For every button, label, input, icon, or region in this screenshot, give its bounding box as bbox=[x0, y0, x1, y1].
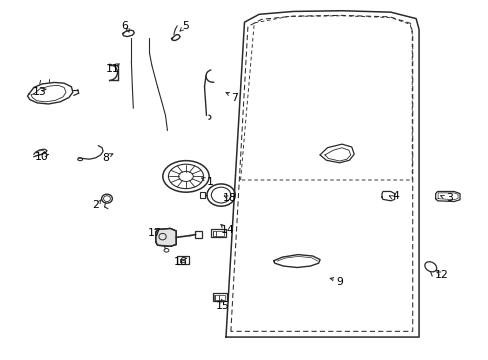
Text: 15: 15 bbox=[215, 301, 229, 311]
Text: 13: 13 bbox=[33, 87, 46, 97]
Text: 12: 12 bbox=[434, 270, 448, 280]
Text: 17: 17 bbox=[147, 228, 161, 238]
Bar bbox=[180, 259, 184, 262]
Text: 18: 18 bbox=[223, 193, 236, 203]
Bar bbox=[194, 231, 202, 238]
Text: 6: 6 bbox=[122, 21, 128, 31]
Text: 1: 1 bbox=[206, 177, 213, 187]
Text: 11: 11 bbox=[106, 64, 120, 74]
Text: 2: 2 bbox=[92, 200, 99, 210]
Text: 14: 14 bbox=[220, 225, 234, 235]
Text: 10: 10 bbox=[35, 152, 49, 162]
Text: 8: 8 bbox=[102, 153, 109, 163]
Bar bbox=[212, 293, 227, 301]
Text: 9: 9 bbox=[335, 277, 342, 287]
Bar bbox=[199, 192, 205, 198]
Text: 5: 5 bbox=[182, 21, 189, 31]
Bar bbox=[214, 295, 224, 300]
Text: 16: 16 bbox=[174, 257, 187, 267]
Text: 7: 7 bbox=[231, 93, 238, 103]
Polygon shape bbox=[156, 228, 176, 246]
Bar bbox=[211, 229, 225, 237]
Bar bbox=[212, 231, 223, 236]
Text: 3: 3 bbox=[445, 193, 452, 203]
Text: 4: 4 bbox=[391, 191, 398, 201]
Bar bbox=[177, 256, 189, 264]
